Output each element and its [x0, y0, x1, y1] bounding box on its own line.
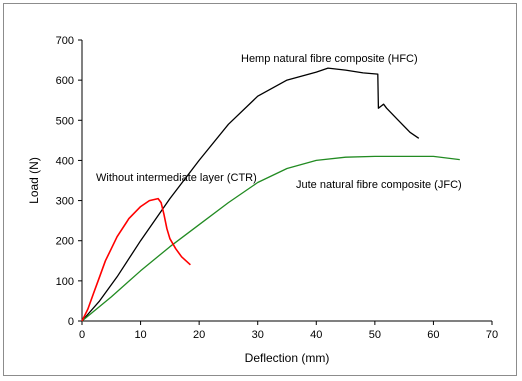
x-tick-label: 40	[310, 329, 322, 341]
series-line-2	[81, 197, 191, 322]
x-tick-label: 20	[193, 329, 205, 341]
x-tick-label: 70	[486, 329, 498, 341]
axes	[78, 39, 493, 325]
y-axis-label: Load (N)	[27, 157, 41, 204]
x-tick-label: 30	[252, 329, 264, 341]
y-tick-label: 600	[56, 75, 74, 87]
series-lines	[81, 67, 460, 322]
series-line-1	[81, 155, 460, 322]
annotation-jute: Jute natural fibre composite (JFC)	[296, 179, 462, 191]
series-line-0	[81, 67, 420, 322]
y-tick-label: 500	[56, 115, 74, 127]
x-tick-label: 60	[427, 329, 439, 341]
y-tick-label: 200	[56, 236, 74, 248]
y-tick-label: 100	[56, 276, 74, 288]
annotation-hemp: Hemp natural fibre composite (HFC)	[241, 53, 418, 65]
y-tick-label: 700	[56, 35, 74, 47]
y-tick-label: 400	[56, 155, 74, 167]
x-tick-label: 0	[79, 329, 85, 341]
annotation-ctr: Without intermediate layer (CTR)	[96, 172, 257, 184]
y-tick-label: 0	[68, 316, 74, 328]
y-tick-label: 300	[56, 196, 74, 208]
x-axis-label: Deflection (mm)	[245, 351, 330, 365]
x-tick-label: 50	[369, 329, 381, 341]
x-tick-label: 10	[134, 329, 146, 341]
